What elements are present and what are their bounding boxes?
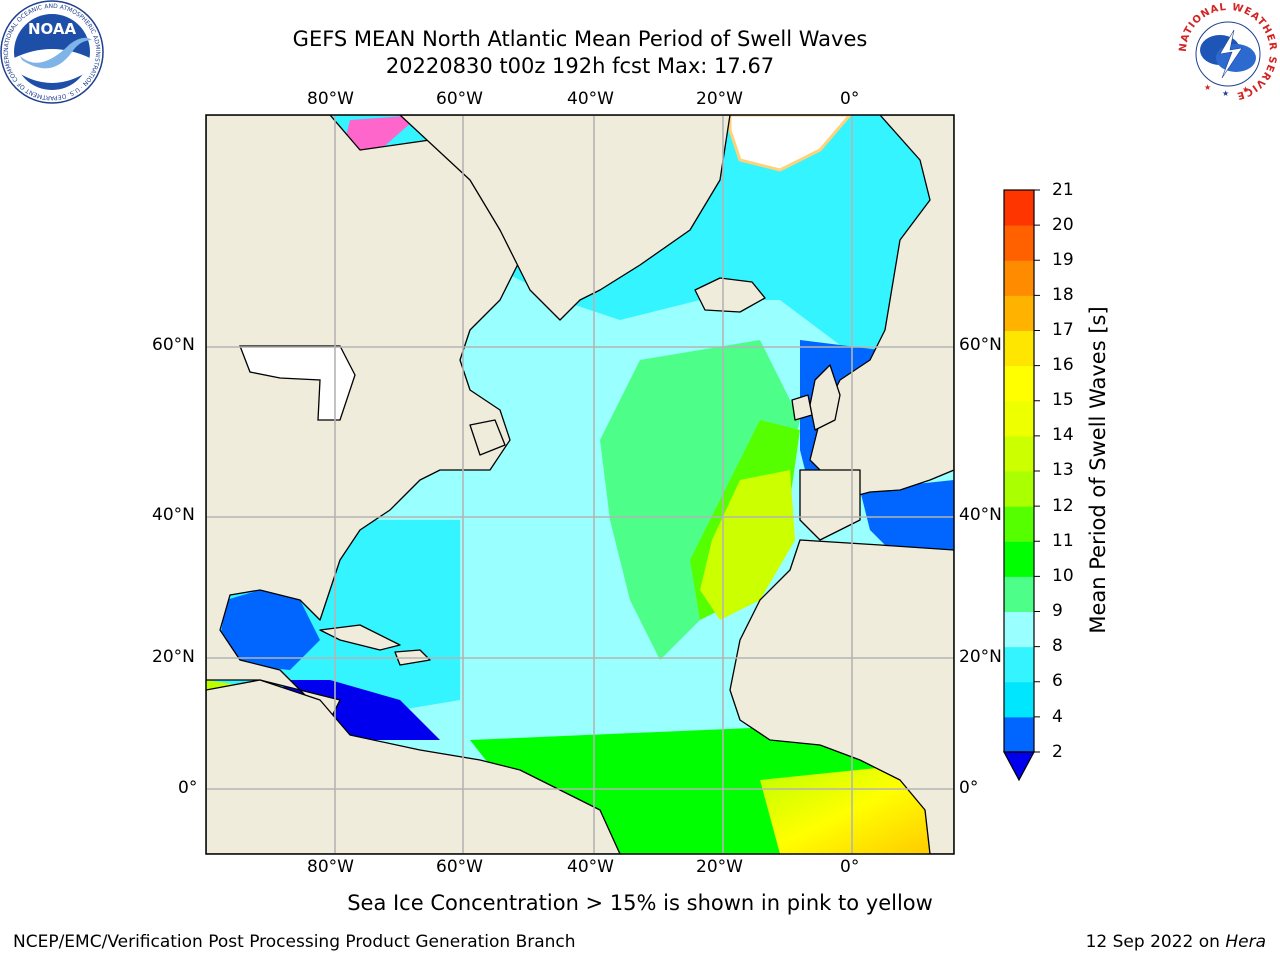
colorbar-swatch bbox=[1004, 400, 1034, 437]
top-lon-label: 0° bbox=[840, 89, 860, 109]
colorbar-swatch bbox=[1004, 225, 1034, 261]
colorbar-tick-label: 13 bbox=[1052, 460, 1074, 480]
bottom-lon-label: 0° bbox=[840, 857, 860, 877]
map-subtitle: 20220830 t00z 192h fcst Max: 17.67 bbox=[385, 54, 775, 78]
colorbar-tick-label: 16 bbox=[1052, 355, 1074, 375]
colorbar-swatch bbox=[1004, 435, 1034, 472]
swell-field-patch bbox=[860, 480, 954, 570]
colorbar-swatch bbox=[1004, 646, 1034, 683]
colorbar-swatch bbox=[1004, 471, 1034, 507]
colorbar-tick-label: 18 bbox=[1052, 285, 1074, 305]
landmass-south-america bbox=[206, 679, 621, 854]
map-frame bbox=[205, 114, 955, 855]
bottom-lon-label: 60°W bbox=[436, 857, 483, 877]
colorbar-tick-label: 15 bbox=[1052, 390, 1074, 410]
top-lon-label: 80°W bbox=[307, 89, 354, 109]
landmass-newfoundland bbox=[469, 419, 506, 456]
colorbar-swatch bbox=[1004, 611, 1034, 648]
colorbar-tick-label: 21 bbox=[1052, 180, 1074, 200]
right-lat-label: 60°N bbox=[959, 335, 1002, 355]
colorbar-swatch bbox=[1004, 541, 1034, 577]
right-lat-label: 40°N bbox=[959, 505, 1002, 525]
landmass-europe bbox=[809, 115, 954, 501]
colorbar-swatch bbox=[1004, 190, 1034, 226]
land bbox=[206, 115, 954, 854]
top-lon-label: 40°W bbox=[567, 89, 614, 109]
gridlines bbox=[206, 115, 954, 854]
left-lat-label: 40°N bbox=[152, 505, 195, 525]
colorbar-tick-label: 9 bbox=[1052, 601, 1063, 621]
left-lat-label: 0° bbox=[178, 778, 198, 798]
colorbar-tick-label: 6 bbox=[1052, 671, 1063, 691]
svg-text:NOAA: NOAA bbox=[28, 20, 77, 38]
colorbar-swatch bbox=[1004, 330, 1034, 367]
map-title: GEFS MEAN North Atlantic Mean Period of … bbox=[292, 27, 868, 51]
colorbar-swatch bbox=[1004, 365, 1034, 402]
sea-ice-patch bbox=[340, 115, 420, 160]
landmass-ireland bbox=[791, 394, 813, 421]
left-lat-label: 60°N bbox=[152, 335, 195, 355]
colorbar-swatch bbox=[1004, 260, 1034, 296]
svg-text:★: ★ bbox=[1204, 83, 1211, 92]
top-lon-label: 20°W bbox=[696, 89, 743, 109]
sea-ice-patch bbox=[728, 115, 852, 172]
right-lat-label: 0° bbox=[959, 778, 979, 798]
colorbar-tick-label: 8 bbox=[1052, 636, 1063, 656]
colorbar-tick-label: 12 bbox=[1052, 496, 1074, 516]
colorbar-swatch bbox=[1004, 716, 1034, 753]
masked-region bbox=[239, 345, 356, 421]
colorbar-swatch bbox=[1004, 681, 1034, 718]
svg-text:★: ★ bbox=[1222, 89, 1229, 98]
top-lon-label: 60°W bbox=[436, 89, 483, 109]
colorbar-tick-label: 11 bbox=[1052, 531, 1074, 551]
landmass-greenland bbox=[399, 115, 731, 321]
right-lat-label: 20°N bbox=[959, 647, 1002, 667]
bottom-lon-label: 80°W bbox=[307, 857, 354, 877]
left-lat-label: 20°N bbox=[152, 647, 195, 667]
colorbar-tick-label: 2 bbox=[1052, 742, 1063, 762]
colorbar-tick-label: 14 bbox=[1052, 425, 1074, 445]
bottom-lon-label: 40°W bbox=[567, 857, 614, 877]
colorbar-tick-label: 4 bbox=[1052, 707, 1063, 727]
footer-credit: NCEP/EMC/Verification Post Processing Pr… bbox=[13, 932, 576, 952]
colorbar bbox=[1002, 189, 1040, 782]
landmass-iberia bbox=[799, 469, 861, 541]
swell-field-patch bbox=[600, 340, 800, 660]
footer-date: 12 Sep 2022 on Hera bbox=[1085, 932, 1266, 952]
bottom-lon-label: 20°W bbox=[696, 857, 743, 877]
sea-ice-note: Sea Ice Concentration > 15% is shown in … bbox=[347, 891, 933, 915]
colorbar-swatch bbox=[1004, 295, 1034, 331]
footer-host: Hera bbox=[1225, 932, 1266, 952]
svg-text:★: ★ bbox=[1242, 85, 1249, 94]
landmass-africa bbox=[729, 539, 954, 854]
colorbar-extend-arrow bbox=[1002, 751, 1036, 782]
colorbar-tick-label: 20 bbox=[1052, 215, 1074, 235]
colorbar-tick-label: 10 bbox=[1052, 566, 1074, 586]
landmass-iceland bbox=[694, 277, 766, 313]
colorbar-swatch bbox=[1004, 506, 1034, 542]
colorbar-tick-label: 17 bbox=[1052, 320, 1074, 340]
colorbar-tick-label: 19 bbox=[1052, 250, 1074, 270]
noaa-logo: NATIONAL OCEANIC AND ATMOSPHERIC ADMINIS… bbox=[0, 0, 104, 104]
nws-logo: NATIONAL WEATHER SERVICE ★ ★ ★ bbox=[1178, 2, 1278, 102]
colorbar-swatch bbox=[1004, 576, 1034, 612]
landmass-cuba bbox=[319, 624, 401, 651]
swell-field-patch bbox=[220, 590, 320, 670]
